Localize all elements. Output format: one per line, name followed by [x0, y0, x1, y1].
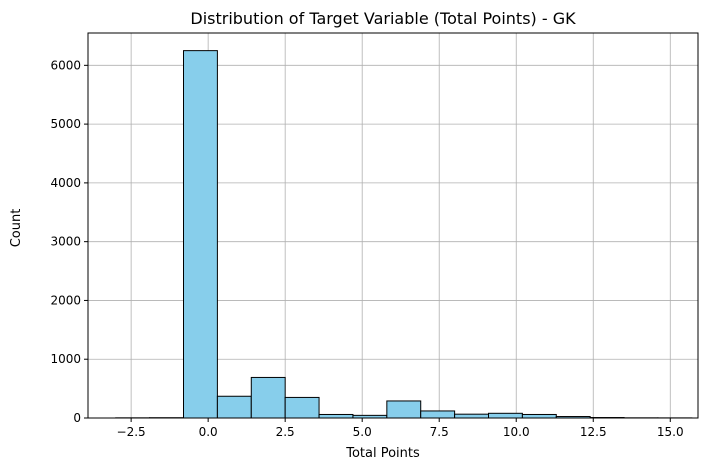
x-tick-label: 0.0: [199, 425, 218, 439]
plot-frame: [88, 33, 698, 418]
grid-layer: [88, 33, 698, 418]
x-tick-label: 5.0: [353, 425, 372, 439]
histogram-bar: [522, 414, 556, 418]
y-tick-label: 3000: [50, 235, 81, 249]
x-tick-label: 2.5: [276, 425, 295, 439]
chart-title: Distribution of Target Variable (Total P…: [190, 9, 576, 28]
histogram-bar: [217, 396, 251, 418]
y-axis-label: Count: [9, 209, 24, 248]
y-tick-label: 5000: [50, 117, 81, 131]
histogram-bar: [489, 413, 523, 418]
histogram-bar: [285, 397, 319, 418]
bars-layer: [116, 51, 692, 418]
x-tick-label: 10.0: [503, 425, 530, 439]
y-tick-label: 6000: [50, 58, 81, 72]
y-tick-label: 0: [73, 411, 81, 425]
y-tick-label: 2000: [50, 293, 81, 307]
histogram-bar: [251, 377, 285, 418]
histogram-bar: [421, 411, 455, 418]
y-tick-label: 1000: [50, 352, 81, 366]
x-tick-label: 15.0: [657, 425, 684, 439]
y-tick-label: 4000: [50, 176, 81, 190]
x-axis-label: Total Points: [345, 446, 420, 461]
axes-layer: −2.5 0.0 2.5 5.0 7.5 10.0 12.5 15.0 0 1000 2000 300…: [50, 33, 698, 439]
histogram-bar: [184, 51, 218, 418]
x-tick-label: 7.5: [430, 425, 449, 439]
histogram-bar: [319, 414, 353, 418]
x-tick-label: 12.5: [580, 425, 607, 439]
histogram-bar: [387, 401, 421, 418]
histogram-bar: [455, 414, 489, 418]
x-tick-label: −2.5: [117, 425, 146, 439]
